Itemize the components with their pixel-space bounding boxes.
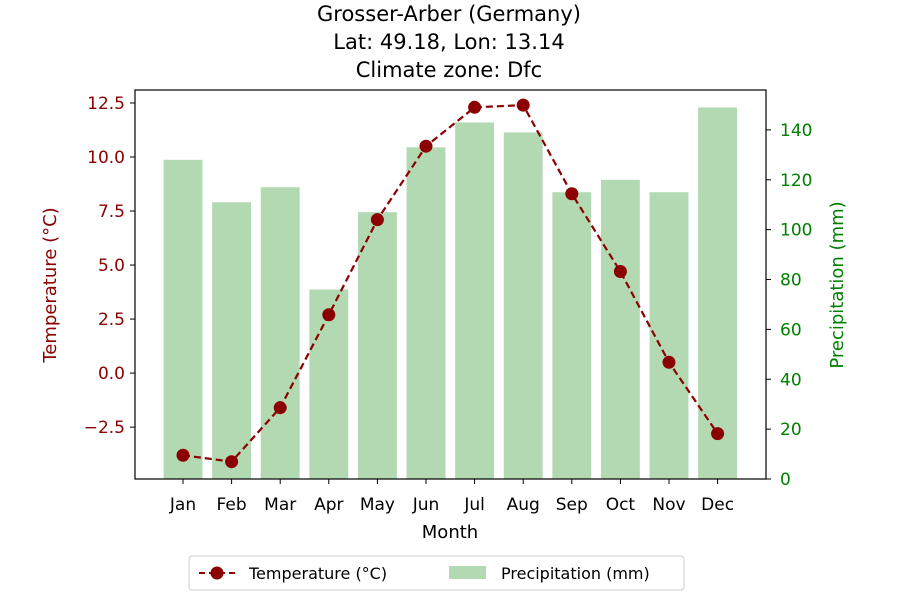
temperature-tick-label-4: 7.5 (98, 202, 125, 222)
precipitation-bar-jul (455, 122, 495, 480)
x-tick-label-apr: Apr (314, 495, 343, 515)
precipitation-bar-mar (260, 187, 300, 479)
x-tick-label-may: May (360, 495, 395, 515)
temperature-line (176, 98, 725, 469)
title-line-location: Grosser-Arber (Germany) (317, 2, 581, 26)
precipitation-tick-label-2: 40 (780, 370, 802, 390)
precipitation-tick-label-0: 0 (780, 470, 791, 490)
precipitation-bar-sep (552, 192, 592, 479)
precipitation-bar-jan (163, 159, 203, 480)
x-tick-label-jul: Jul (463, 495, 485, 515)
title-line-climate-zone: Climate zone: Dfc (356, 58, 542, 82)
temperature-tick-label-0: −2.5 (84, 418, 125, 438)
precipitation-axis-label: Precipitation (mm) (827, 201, 848, 368)
temperature-point-jun (419, 139, 433, 153)
x-tick-label-dec: Dec (701, 495, 734, 515)
precipitation-tick-label-1: 20 (780, 420, 802, 440)
precipitation-axis: 0 20 40 60 80 100 120 140 (766, 121, 812, 490)
precipitation-bar-nov (649, 192, 689, 479)
precipitation-tick-label-4: 80 (780, 271, 802, 291)
x-tick-label-mar: Mar (264, 495, 296, 515)
x-tick-label-nov: Nov (652, 495, 685, 515)
x-tick-label-jun: Jun (412, 495, 440, 515)
temperature-point-jan (176, 448, 190, 462)
precipitation-tick-label-5: 100 (780, 221, 812, 241)
legend-temperature-label: Temperature (°C) (248, 564, 387, 583)
temperature-line-path (182, 103, 719, 463)
temperature-point-apr (322, 308, 336, 322)
precipitation-bar-dec (698, 107, 738, 479)
x-axis-label: Month (422, 522, 478, 543)
legend-precipitation-label: Precipitation (mm) (501, 564, 650, 583)
precipitation-bar-jun (406, 147, 446, 479)
legend-box (188, 555, 685, 591)
precipitation-bar-aug (503, 132, 543, 479)
x-tick-label-jan: Jan (169, 495, 196, 515)
x-axis: Jan Feb Mar Apr May Jun Jul Aug Sep Oct Nov Dec (169, 479, 734, 515)
x-tick-label-feb: Feb (217, 495, 247, 515)
temperature-point-may (370, 213, 384, 227)
temperature-tick-label-5: 10.0 (87, 148, 125, 168)
temperature-point-nov (662, 355, 676, 369)
temperature-point-feb (225, 455, 239, 469)
precipitation-tick-label-7: 140 (780, 121, 812, 141)
precipitation-tick-label-6: 120 (780, 171, 812, 191)
temperature-tick-label-1: 0.0 (98, 364, 125, 384)
precipitation-bars (163, 107, 738, 480)
temperature-point-dec (711, 427, 725, 441)
temperature-axis-label: Temperature (°C) (40, 207, 61, 363)
temperature-axis: −2.5 0.0 2.5 5.0 7.5 10.0 12.5 (84, 94, 135, 438)
plot-frame (134, 89, 767, 480)
x-tick-label-oct: Oct (606, 495, 636, 515)
x-tick-label-aug: Aug (507, 495, 540, 515)
precipitation-bar-oct (600, 179, 640, 479)
chart-title: Grosser-Arber (Germany) Lat: 49.18, Lon:… (317, 2, 581, 82)
x-tick-label-sep: Sep (556, 495, 588, 515)
legend: Temperature (°C) Precipitation (mm) (188, 555, 685, 591)
legend-temperature-marker (210, 566, 224, 580)
precipitation-bar-feb (212, 202, 252, 479)
temperature-tick-label-6: 12.5 (87, 94, 125, 114)
legend-precipitation-swatch (449, 566, 486, 579)
temperature-point-aug (516, 98, 530, 112)
temperature-point-mar (273, 401, 287, 415)
temperature-tick-label-2: 2.5 (98, 310, 125, 330)
temperature-point-oct (613, 265, 627, 279)
temperature-point-jul (468, 100, 482, 114)
precipitation-bar-may (357, 212, 397, 479)
precipitation-tick-label-3: 60 (780, 320, 802, 340)
temperature-tick-label-3: 5.0 (98, 256, 125, 276)
title-line-coordinates: Lat: 49.18, Lon: 13.14 (333, 30, 564, 54)
temperature-point-sep (565, 187, 579, 201)
